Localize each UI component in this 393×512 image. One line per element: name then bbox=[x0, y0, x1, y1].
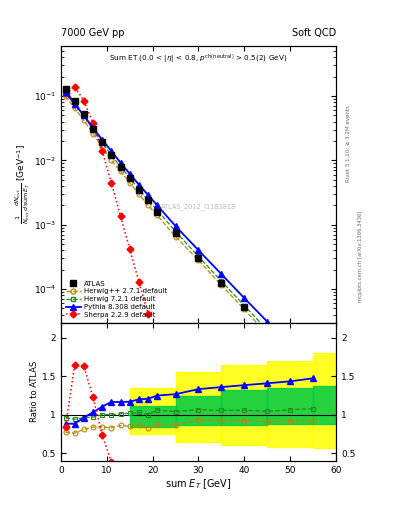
Y-axis label: $\frac{1}{N_{evt}}\frac{d N_{evt}}{d\,\mathrm{sum}\,E_T}$ [GeV$^{-1}$]: $\frac{1}{N_{evt}}\frac{d N_{evt}}{d\,\m… bbox=[13, 144, 32, 224]
Text: Soft QCD: Soft QCD bbox=[292, 28, 336, 38]
X-axis label: sum $E_T$ [GeV]: sum $E_T$ [GeV] bbox=[165, 477, 232, 491]
Text: ATLAS_2012_I1183818: ATLAS_2012_I1183818 bbox=[161, 203, 236, 210]
Legend: ATLAS, Herwig++ 2.7.1 default, Herwig 7.2.1 default, Pythia 8.308 default, Sherp: ATLAS, Herwig++ 2.7.1 default, Herwig 7.… bbox=[64, 280, 169, 319]
Text: Sum ET (0.0 < $|\eta|$ < 0.8, $p^{\mathrm{ch(neutral)}}$ > 0.5(2) GeV): Sum ET (0.0 < $|\eta|$ < 0.8, $p^{\mathr… bbox=[109, 53, 288, 66]
Y-axis label: Ratio to ATLAS: Ratio to ATLAS bbox=[30, 361, 39, 422]
Text: Rivet 3.1.10; ≥ 3.2M events: Rivet 3.1.10; ≥ 3.2M events bbox=[346, 105, 351, 182]
Text: 7000 GeV pp: 7000 GeV pp bbox=[61, 28, 125, 38]
Text: mcplots.cern.ch [arXiv:1306.3436]: mcplots.cern.ch [arXiv:1306.3436] bbox=[358, 210, 363, 302]
